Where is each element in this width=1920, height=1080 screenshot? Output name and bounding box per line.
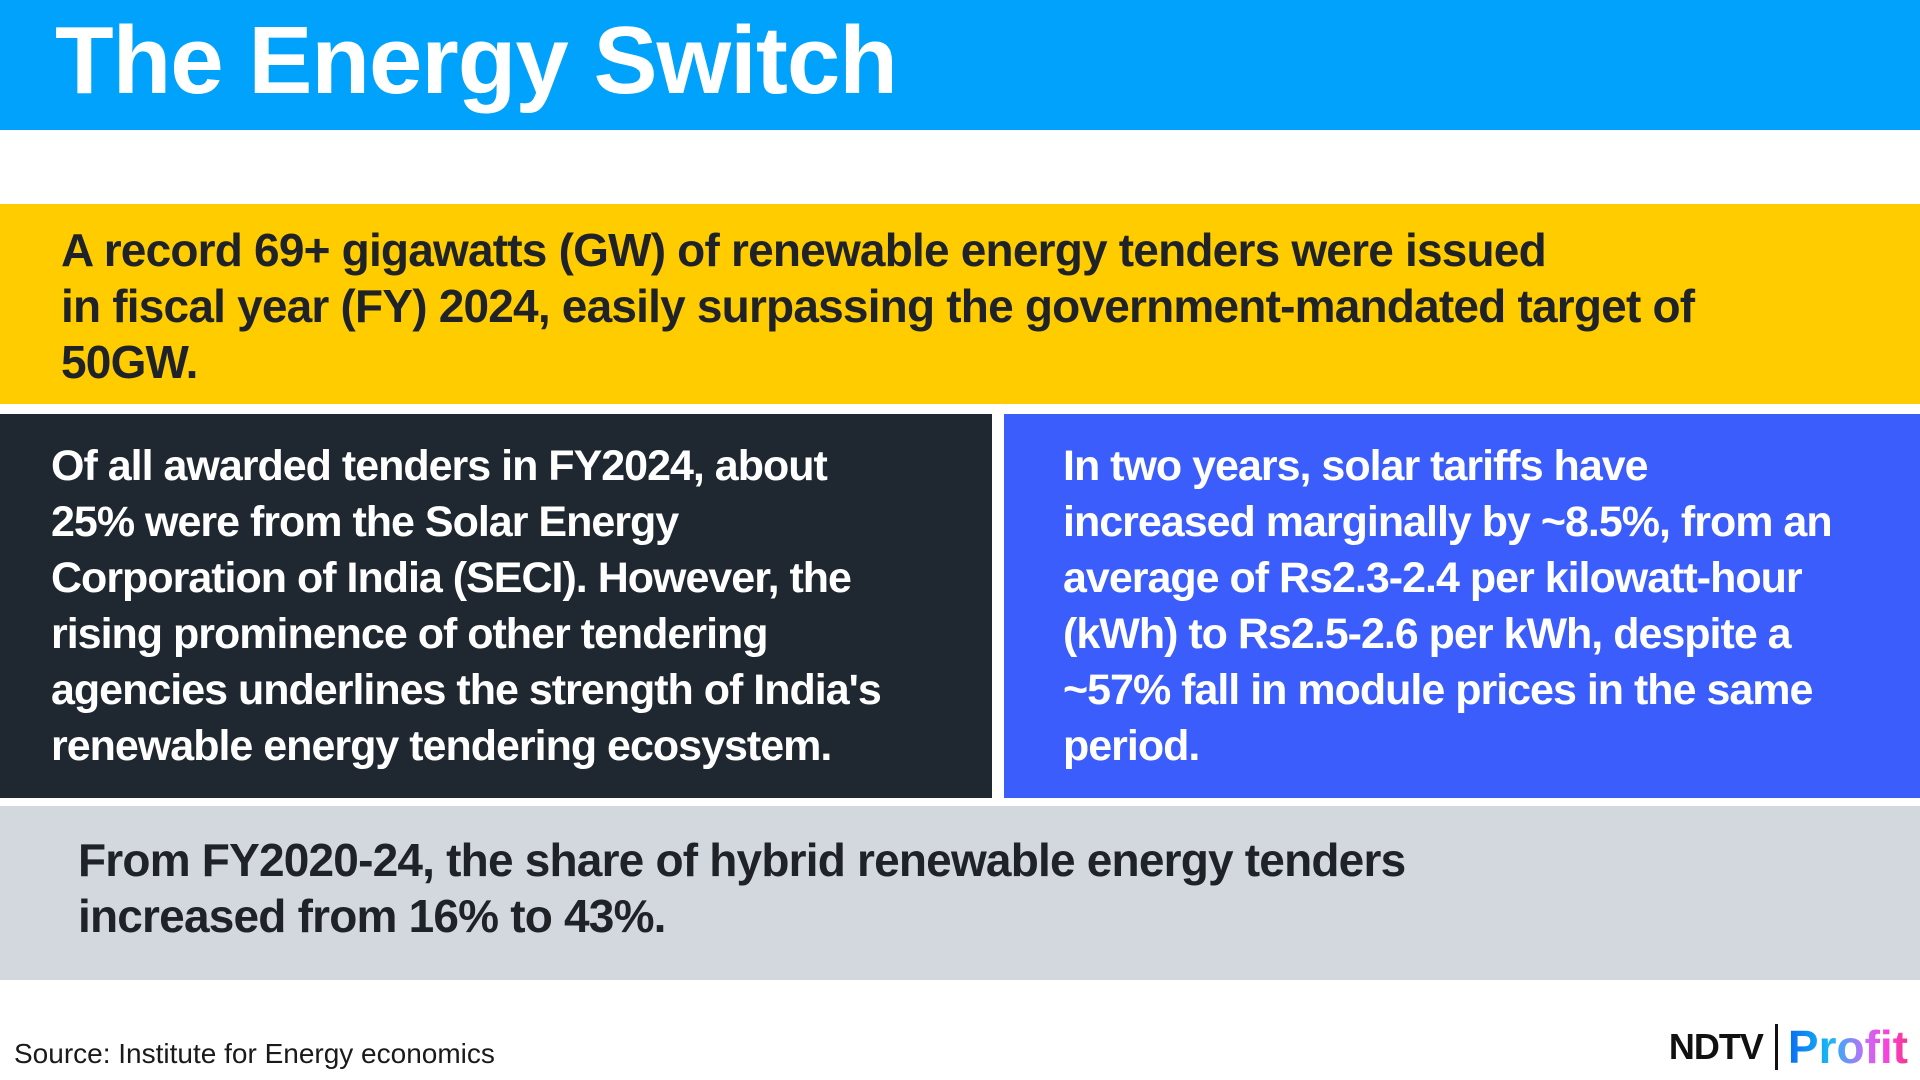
right-panel-text: In two years, solar tariffs have increas… [1063, 438, 1833, 774]
text-line: ~57% fall in module prices in the same [1063, 666, 1813, 714]
text-line: renewable energy tendering ecosystem. [51, 722, 832, 770]
text-line: agencies underlines the strength of Indi… [51, 666, 882, 714]
logo-brand: NDTV [1668, 1026, 1764, 1067]
text-line: average of Rs2.3-2.4 per kilowatt-hour [1063, 554, 1803, 602]
bottom-panel-text: From FY2020-24, the share of hybrid rene… [78, 832, 1406, 944]
bottom-panel [0, 806, 1920, 980]
page-title: The Energy Switch [55, 7, 898, 114]
ndtv-profit-logo: NDTV Profit [1668, 1021, 1908, 1073]
left-panel-text: Of all awarded tenders in FY2024, about … [51, 438, 882, 774]
right-panel [1004, 414, 1920, 798]
text-line: In two years, solar tariffs have [1063, 442, 1649, 490]
text-line: in fiscal year (FY) 2024, easily surpass… [61, 280, 1695, 332]
text-line: increased from 16% to 43%. [78, 890, 666, 942]
text-line: From FY2020-24, the share of hybrid rene… [78, 834, 1406, 886]
text-line: period. [1063, 722, 1200, 770]
logo-divider [1774, 1024, 1778, 1070]
left-panel [0, 414, 992, 798]
highlight-panel [0, 204, 1920, 404]
text-line: Of all awarded tenders in FY2024, about [51, 442, 828, 490]
text-line: Corporation of India (SECI). However, th… [51, 554, 852, 602]
text-line: rising prominence of other tendering [51, 610, 769, 658]
text-line: 50GW. [61, 336, 198, 388]
text-line: 25% were from the Solar Energy [51, 498, 679, 546]
logo-product: Profit [1787, 1021, 1908, 1073]
text-line: increased marginally by ~8.5%, from an [1063, 498, 1833, 546]
source-note: Source: Institute for Energy economics [14, 1038, 495, 1069]
text-line: A record 69+ gigawatts (GW) of renewable… [61, 224, 1547, 276]
highlight-text: A record 69+ gigawatts (GW) of renewable… [61, 222, 1695, 390]
header-banner [0, 0, 1920, 130]
text-line: (kWh) to Rs2.5-2.6 per kWh, despite a [1063, 610, 1792, 658]
